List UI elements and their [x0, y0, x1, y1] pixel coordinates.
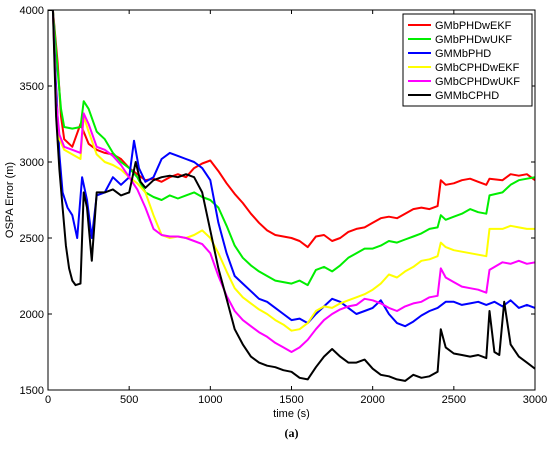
y-axis-label: OSPA Error (m) — [4, 162, 16, 238]
x-tick-label: 2500 — [442, 394, 466, 406]
x-tick-label: 3000 — [523, 394, 547, 406]
y-tick-label: 2500 — [20, 233, 44, 245]
legend-entry: GMbPHDwUKF — [435, 34, 512, 46]
y-tick-label: 3000 — [20, 157, 44, 169]
legend-entry: GMbPHDwEKF — [435, 20, 512, 32]
series-line-gmbphdwukf — [48, 10, 535, 287]
legend-entry: GMMbCPHD — [435, 90, 499, 102]
x-tick-label: 1500 — [279, 394, 303, 406]
x-axis-label: time (s) — [273, 408, 310, 420]
series-line-gmbcphdwukf — [48, 10, 535, 353]
x-tick-label: 1000 — [198, 394, 222, 406]
legend: GMbPHDwEKF GMbPHDwUKF GMMbPHD GMbCPHDwEKF GM… — [402, 13, 533, 107]
legend-entry: GMbCPHDwUKF — [435, 76, 520, 88]
legend-box — [402, 13, 533, 107]
series-layer — [48, 10, 535, 382]
series-line-gmmbcphd — [48, 10, 535, 382]
ticks-layer: 0 500 1000 1500 2000 2500 3000 1500 2000 2500 3000… — [20, 5, 548, 406]
x-tick-label: 500 — [120, 394, 138, 406]
x-tick-label: 0 — [45, 394, 51, 406]
x-tick-label: 2000 — [360, 394, 384, 406]
y-tick-label: 1500 — [20, 385, 44, 397]
legend-entry: GMbCPHDwEKF — [435, 62, 520, 74]
legend-entry: GMMbPHD — [435, 48, 491, 60]
series-line-gmbcphdwekf — [48, 10, 535, 332]
y-tick-label: 4000 — [20, 5, 44, 17]
y-tick-label: 2000 — [20, 309, 44, 321]
y-tick-label: 3500 — [20, 81, 44, 93]
figure-caption: (a) — [285, 426, 299, 440]
